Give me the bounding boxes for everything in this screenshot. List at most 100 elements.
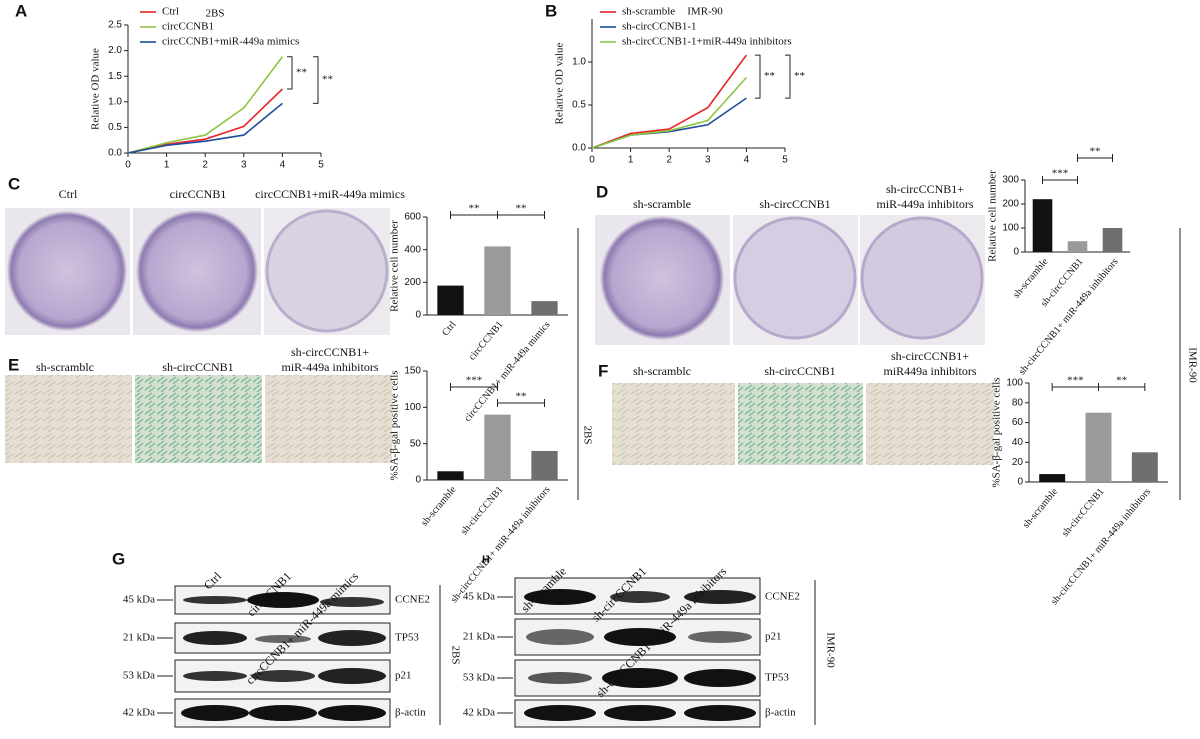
y-tick-label: 100 (1002, 223, 1019, 234)
y-tick-label: 0.0 (108, 148, 122, 159)
y-tick-label: 100 (404, 402, 421, 413)
bar (484, 246, 511, 315)
legend-label: circCCNB1 (162, 21, 214, 33)
y-axis-label: %SA-β-gal positive cells (991, 377, 1003, 487)
y-axis-label: Relative OD value (554, 42, 566, 124)
x-tick-label: sh-circCCNB1+ miR-449a inhibitors (1049, 486, 1153, 607)
subtitle: 2BS (206, 8, 225, 20)
y-tick-label: 0 (1013, 247, 1019, 258)
significance-label: ** (516, 391, 527, 403)
protein-label: β-actin (395, 707, 426, 719)
cell-line-label: IMR-90 (824, 632, 836, 668)
plate-images-c (5, 208, 390, 335)
y-axis-label: Relative cell number (987, 170, 999, 262)
y-tick-label: 0 (415, 310, 421, 321)
legend-label: sh-scramble (622, 6, 675, 18)
protein-label: p21 (395, 670, 412, 682)
y-tick-label: 400 (404, 244, 421, 255)
y-tick-label: 50 (410, 438, 422, 449)
image-label: sh-circCCNB1 (759, 197, 830, 211)
y-axis-label: Relative cell number (389, 220, 401, 312)
significance-bracket (1098, 383, 1146, 391)
y-tick-label: 0.5 (572, 100, 586, 111)
x-tick-label: Ctrl (440, 319, 459, 338)
panel-label: G (112, 549, 125, 568)
series-line (591, 54, 748, 149)
legend-label: Ctrl (162, 6, 179, 18)
y-tick-label: 150 (404, 366, 421, 377)
y-tick-label: 0.0 (572, 143, 586, 154)
y-tick-label: 1.5 (108, 71, 122, 82)
significance-bracket (1042, 176, 1078, 184)
panel-label: C (8, 174, 20, 193)
significance-label: *** (466, 375, 483, 387)
bar (1131, 452, 1158, 482)
significance-label: ** (469, 203, 480, 215)
image-label: miR-449a inhibitors (282, 360, 379, 374)
y-tick-label: 2.5 (108, 20, 122, 31)
x-tick-label: sh-circCCNB1 (459, 484, 506, 537)
significance-label: ** (764, 70, 775, 82)
bar (1085, 412, 1112, 482)
significance-bracket (497, 211, 545, 219)
image-label: sh-scramblc (36, 360, 94, 374)
image-label: circCCNB1+miR-449a mimics (255, 187, 405, 201)
series-line (127, 88, 283, 154)
x-tick-label: 3 (241, 160, 247, 171)
legend-label: sh-circCCNB1-1+miR-449a inhibitors (622, 36, 792, 48)
y-tick-label: 0.5 (108, 122, 122, 133)
cell-line-label: 2BS (449, 646, 461, 665)
y-tick-label: 200 (404, 277, 421, 288)
x-tick-label: 1 (628, 155, 634, 166)
side-label: 2BS (581, 426, 593, 445)
y-tick-label: 1.0 (572, 57, 586, 68)
significance-bracket (1077, 154, 1113, 162)
image-label: sh-scramblc (633, 364, 691, 378)
marker-label: 21 kDa (123, 632, 155, 644)
subtitle: IMR-90 (687, 6, 723, 18)
significance-label: ** (794, 70, 805, 82)
significance-bracket (313, 56, 319, 104)
x-tick-label: 4 (280, 160, 286, 171)
bar (531, 450, 558, 480)
image-label: sh-circCCNB1+ (891, 349, 969, 363)
significance-bracket (785, 54, 791, 99)
bar (531, 301, 558, 315)
marker-label: 53 kDa (463, 672, 495, 684)
bar (1067, 241, 1088, 252)
x-tick-label: 4 (744, 155, 750, 166)
bar (484, 414, 511, 480)
image-label: sh-circCCNB1 (162, 360, 233, 374)
protein-label: CCNE2 (765, 591, 800, 603)
y-axis-label: Relative OD value (90, 48, 102, 130)
image-label: sh-circCCNB1+ (291, 345, 369, 359)
series-line (127, 102, 283, 154)
x-tick-label: circCCNB1 (467, 319, 506, 362)
panel-label: E (8, 355, 19, 374)
panel-label: F (598, 361, 608, 380)
marker-label: 42 kDa (463, 707, 495, 719)
legend-label: circCCNB1+miR-449a mimics (162, 36, 299, 48)
significance-bracket (497, 399, 545, 407)
bar (1032, 199, 1053, 252)
x-tick-label: 1 (164, 160, 170, 171)
y-tick-label: 0 (415, 475, 421, 486)
x-tick-label: sh-scramble (419, 484, 459, 529)
significance-label: ** (296, 66, 307, 78)
y-axis-label: %SA-β-gal positive cells (389, 370, 401, 480)
image-label: sh-scramble (633, 197, 691, 211)
y-tick-label: 600 (404, 212, 421, 223)
panel-label: H (482, 554, 490, 566)
x-tick-label: 2 (666, 155, 672, 166)
y-tick-label: 100 (1006, 378, 1023, 389)
significance-label: ** (516, 203, 527, 215)
bar (1102, 228, 1123, 252)
significance-bracket (755, 54, 761, 99)
y-tick-label: 300 (1002, 175, 1019, 186)
legend-label: sh-circCCNB1-1 (622, 21, 697, 33)
image-label: circCCNB1 (170, 187, 227, 201)
bar (437, 285, 464, 315)
x-tick-label: circCCNB1+ miR-449a mimics (462, 319, 552, 424)
image-label: sh-circCCNB1 (764, 364, 835, 378)
